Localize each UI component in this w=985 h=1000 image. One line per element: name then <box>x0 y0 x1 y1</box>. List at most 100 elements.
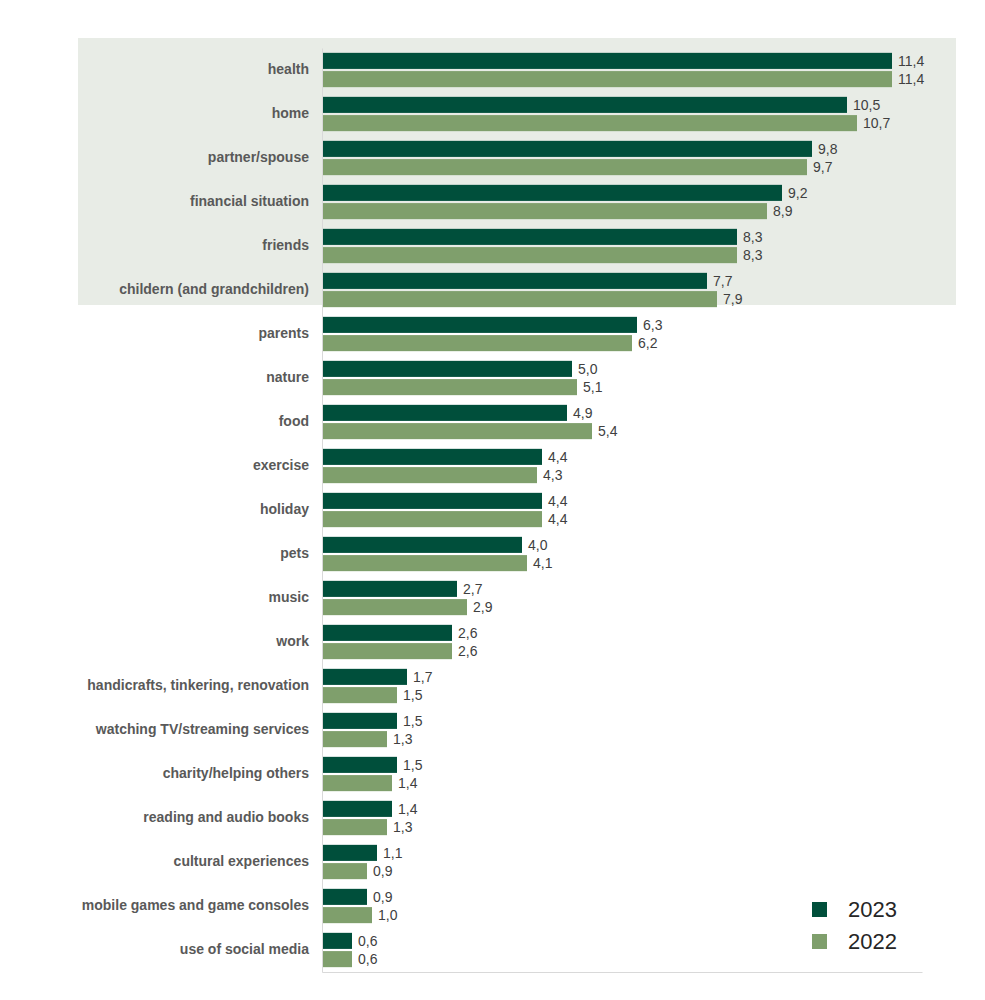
data-label: 2,6 <box>458 625 478 641</box>
data-label: 4,0 <box>528 537 548 553</box>
data-labels: 11,410,59,89,28,37,76,35,04,94,44,44,02,… <box>358 53 924 967</box>
category-label: friends <box>262 237 309 253</box>
data-label: 1,4 <box>398 801 418 817</box>
bar <box>322 405 567 421</box>
y-axis-line <box>322 49 323 973</box>
y-tick: partner/spouse <box>208 149 322 165</box>
x-axis <box>323 972 923 973</box>
data-label: 2,9 <box>473 599 493 615</box>
data-label: 5,4 <box>598 423 618 439</box>
chart-svg: health home partner/spouse financial situat… <box>0 0 985 1000</box>
legend-swatch <box>812 934 827 949</box>
data-label: 1,0 <box>378 907 398 923</box>
bar <box>322 599 467 615</box>
legend-label: 2022 <box>848 929 897 954</box>
category-label: food <box>279 413 309 429</box>
category-label: use of social media <box>180 941 309 957</box>
legend-item: 2023 <box>812 897 897 922</box>
data-label: 10,7 <box>863 115 890 131</box>
y-tick: childern (and grandchildren) <box>119 281 322 297</box>
y-tick: nature <box>266 369 322 385</box>
y-tick: health <box>268 61 322 77</box>
bar <box>322 889 367 905</box>
category-label: pets <box>280 545 309 561</box>
highlight-band <box>78 38 956 305</box>
bar <box>322 159 807 175</box>
data-label: 11,4 <box>898 71 924 87</box>
bar <box>322 247 737 263</box>
data-label: 10,5 <box>853 97 880 113</box>
category-label: childern (and grandchildren) <box>119 281 309 297</box>
data-label: 6,2 <box>638 335 658 351</box>
category-label: health <box>268 61 309 77</box>
bar <box>322 229 737 245</box>
data-label: 9,8 <box>818 141 838 157</box>
bar <box>322 291 717 307</box>
category-label: nature <box>266 369 309 385</box>
data-label: 11,4 <box>898 53 924 69</box>
y-tick: financial situation <box>190 193 322 209</box>
y-tick: pets <box>280 545 322 561</box>
data-label: 1,7 <box>413 669 433 685</box>
bar <box>322 449 542 465</box>
category-label: exercise <box>253 457 309 473</box>
bar <box>322 361 572 377</box>
data-label: 0,9 <box>373 863 393 879</box>
bar-series <box>322 53 892 949</box>
y-tick: exercise <box>253 457 322 473</box>
bar <box>322 669 407 685</box>
bar <box>322 819 387 835</box>
bar <box>322 141 812 157</box>
bar <box>322 757 397 773</box>
y-tick: use of social media <box>180 941 322 957</box>
category-label: handicrafts, tinkering, renovation <box>87 677 309 693</box>
bar <box>322 317 637 333</box>
data-label: 4,4 <box>548 493 568 509</box>
bar-series <box>322 71 892 967</box>
data-label: 9,2 <box>788 185 808 201</box>
bar <box>322 933 352 949</box>
legend-item: 2022 <box>812 929 897 954</box>
legend-swatch <box>812 902 827 917</box>
category-label: holiday <box>260 501 309 517</box>
bar <box>322 713 397 729</box>
x-axis-line <box>323 972 923 973</box>
category-label: work <box>275 633 309 649</box>
y-tick: music <box>269 589 322 605</box>
data-label: 4,3 <box>543 467 563 483</box>
y-tick: food <box>279 413 322 429</box>
category-label: parents <box>258 325 309 341</box>
bar <box>322 687 397 703</box>
data-label: 4,1 <box>533 555 553 571</box>
y-tick: holiday <box>260 501 322 517</box>
y-tick: work <box>275 633 322 649</box>
data-label: 6,3 <box>643 317 663 333</box>
category-label: partner/spouse <box>208 149 309 165</box>
y-tick: handicrafts, tinkering, renovation <box>87 677 322 693</box>
y-tick: home <box>272 105 322 121</box>
bar <box>322 555 527 571</box>
category-label: mobile games and game consoles <box>82 897 309 913</box>
bar <box>322 273 707 289</box>
bar <box>322 115 857 131</box>
bar <box>322 379 577 395</box>
bar <box>322 53 892 69</box>
y-axis: health home partner/spouse financial situat… <box>82 49 323 973</box>
y-tick: charity/helping others <box>163 765 322 781</box>
data-label: 0,6 <box>358 951 378 967</box>
bar <box>322 423 592 439</box>
data-label: 4,9 <box>573 405 593 421</box>
data-label: 0,6 <box>358 933 378 949</box>
category-label: charity/helping others <box>163 765 309 781</box>
category-label: home <box>272 105 310 121</box>
data-label: 0,9 <box>373 889 393 905</box>
category-label: watching TV/streaming services <box>95 721 309 737</box>
data-label: 1,5 <box>403 687 423 703</box>
bar <box>322 863 367 879</box>
data-label: 8,3 <box>743 247 763 263</box>
bar <box>322 801 392 817</box>
bar <box>322 71 892 87</box>
bar <box>322 581 457 597</box>
data-label: 2,7 <box>463 581 483 597</box>
data-label: 2,6 <box>458 643 478 659</box>
